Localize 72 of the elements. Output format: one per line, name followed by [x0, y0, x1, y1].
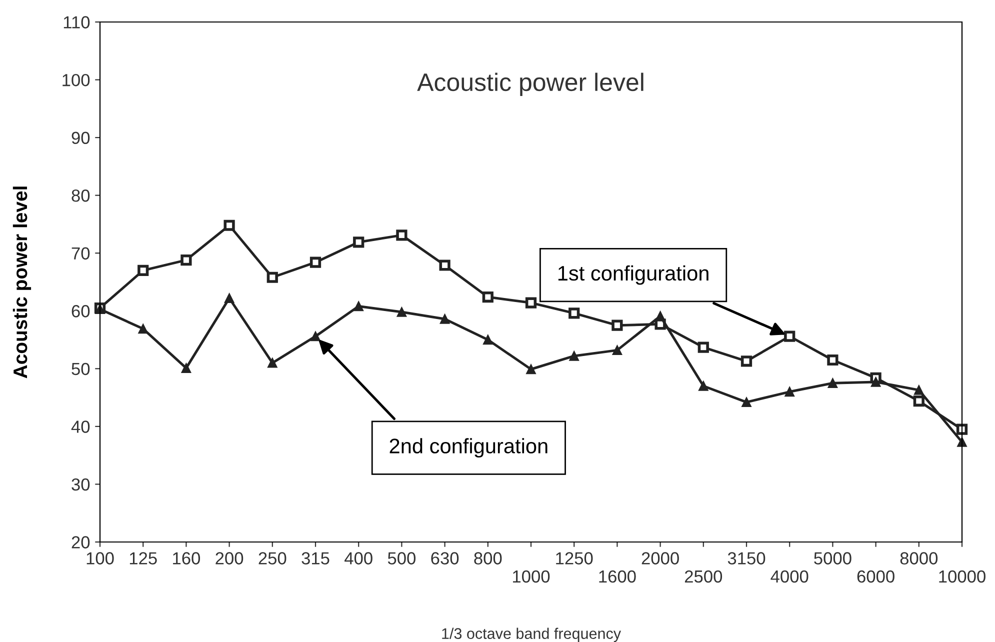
y-tick-label: 50 [72, 362, 90, 376]
point [268, 358, 278, 368]
point [396, 307, 407, 317]
x-tick-label: 800 [474, 552, 502, 564]
point [956, 424, 968, 435]
annotation: 1st configuration [558, 265, 708, 285]
point [138, 324, 148, 334]
point [742, 397, 752, 408]
y-tick-label: 100 [62, 74, 90, 86]
point [310, 256, 322, 268]
x-tick-label: 500 [388, 552, 416, 564]
y-axis-title: Acoustic power level [12, 186, 32, 378]
point [740, 356, 752, 367]
y-tick-label: 110 [64, 16, 90, 28]
x-tick-label: 100 [86, 552, 114, 564]
y-tick-label: 90 [72, 132, 90, 144]
text: Acoustic power level [417, 72, 644, 96]
y-tick-label: 40 [71, 420, 90, 433]
x-tick-label: 1600 [599, 570, 636, 583]
point [354, 301, 364, 312]
x-tick-label: 3150 [728, 552, 766, 564]
point [310, 331, 320, 342]
point [698, 342, 709, 353]
x-tick-label: 2500 [684, 570, 722, 583]
point [784, 386, 794, 397]
annotation: 2nd configuration [390, 438, 548, 458]
point [180, 254, 192, 266]
x-axis-title: 1/3 octave band frequency [442, 628, 622, 642]
x-tick-label: 630 [431, 552, 459, 564]
point [224, 220, 235, 231]
y-tick-label: 60 [72, 305, 90, 318]
y-tick-label: 80 [72, 190, 90, 202]
point [526, 364, 536, 374]
x-tick-label: 1250 [556, 552, 593, 564]
x-tick-label: 10000 [939, 570, 986, 583]
x-tick-label: 6000 [857, 570, 894, 583]
y-tick-label: 70 [72, 247, 90, 260]
x-tick-label: 4000 [770, 570, 808, 583]
x-tick-label: 160 [173, 552, 200, 564]
point [698, 381, 708, 391]
point [914, 385, 924, 395]
point [870, 377, 881, 387]
point [439, 260, 450, 271]
point [266, 272, 278, 283]
point [612, 320, 623, 331]
x-tick-label: 5000 [814, 552, 852, 564]
point [784, 330, 796, 342]
x-tick-label: 8000 [900, 552, 938, 564]
point [224, 293, 234, 304]
point [482, 291, 494, 303]
point [828, 378, 838, 388]
point [396, 230, 408, 241]
point [525, 297, 537, 308]
point [913, 395, 924, 407]
x-tick-label: 250 [258, 552, 286, 564]
point [483, 334, 493, 345]
point [353, 236, 364, 248]
x-tick-label: 1000 [513, 570, 550, 583]
point [181, 363, 192, 373]
y-tick-label: 20 [72, 536, 90, 548]
x-tick-label: 125 [130, 552, 157, 564]
x-tick-label: 200 [216, 552, 244, 564]
point [612, 345, 622, 356]
x-tick-label: 315 [302, 552, 330, 564]
y-tick-label: 30 [72, 478, 90, 491]
point [568, 308, 580, 319]
x-tick-label: 400 [344, 552, 372, 564]
point [827, 354, 838, 366]
x-tick-label: 2000 [642, 552, 679, 564]
point [440, 314, 450, 324]
point [569, 351, 579, 361]
point [138, 264, 149, 276]
